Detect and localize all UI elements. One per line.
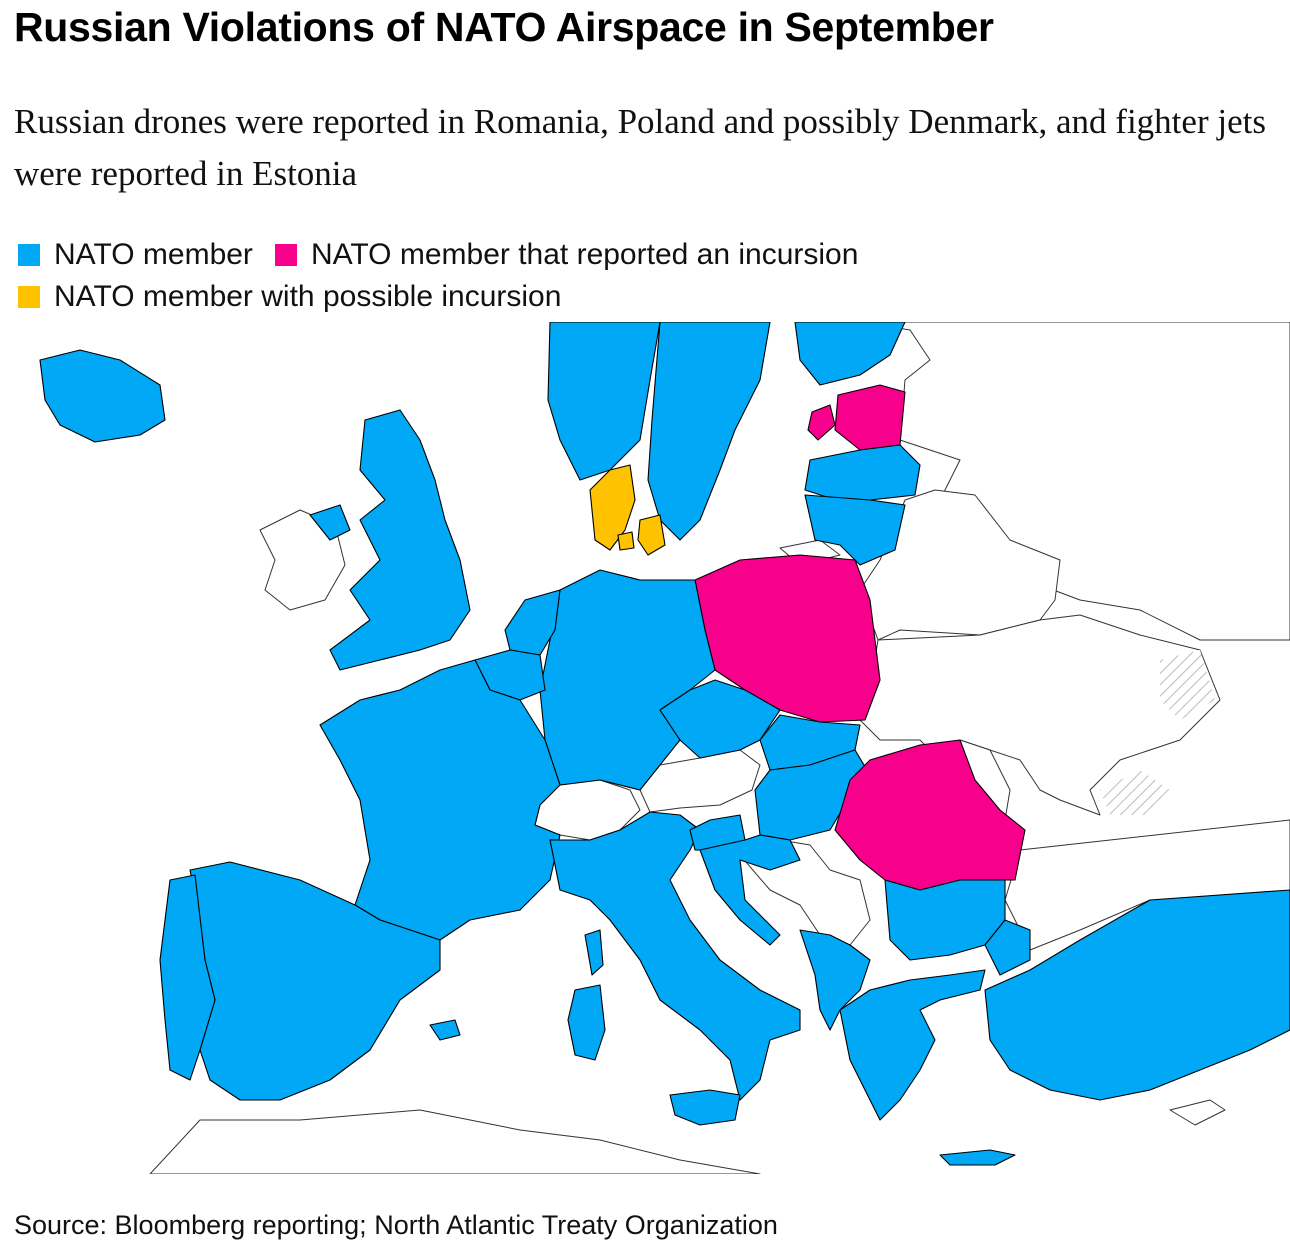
- italy-sardinia: [567, 984, 606, 1061]
- legend-label-nato-member: NATO member: [54, 238, 253, 271]
- country-france: [319, 659, 561, 941]
- chart-subtitle: Russian drones were reported in Romania,…: [14, 102, 1266, 193]
- country-italy: [549, 811, 801, 1101]
- country-norway: [547, 322, 661, 481]
- legend: NATO member NATO member that reported an…: [18, 234, 1218, 318]
- country-greece: [839, 969, 986, 1121]
- estonia-islands: [807, 404, 836, 441]
- donbas-disputed: [1160, 650, 1215, 720]
- country-finland: [794, 322, 906, 386]
- legend-item-reported-incursion: NATO member that reported an incursion: [274, 238, 859, 272]
- country-caucasus-middle-east: [1004, 819, 1290, 951]
- country-latvia: [804, 444, 921, 501]
- country-lithuania: [804, 494, 906, 566]
- legend-swatch-nato-member: [18, 244, 40, 266]
- spain-balearics: [429, 1019, 461, 1041]
- legend-swatch-reported-incursion: [274, 244, 297, 266]
- country-montenegro-albania-macedonia: [799, 929, 871, 1031]
- north-africa: [149, 1109, 761, 1174]
- italy-sicily: [669, 1089, 741, 1126]
- country-turkey: [984, 889, 1290, 1101]
- chart-title: Russian Violations of NATO Airspace in S…: [14, 4, 994, 50]
- country-iceland: [39, 349, 166, 443]
- country-northern-ireland: [309, 504, 351, 541]
- legend-label-possible-incursion: NATO member with possible incursion: [54, 280, 562, 313]
- legend-item-nato-member: NATO member: [18, 238, 253, 272]
- france-corsica: [584, 929, 604, 976]
- denmark-zealand: [637, 514, 666, 556]
- country-croatia: [699, 834, 801, 946]
- crimea-disputed: [1100, 770, 1170, 815]
- country-sweden: [647, 322, 771, 541]
- country-czechia: [659, 679, 781, 759]
- greece-crete: [939, 1149, 1016, 1166]
- country-uk: [329, 409, 471, 671]
- cyprus: [1169, 1099, 1226, 1126]
- legend-swatch-possible-incursion: [18, 286, 40, 308]
- europe-map: [39, 322, 1290, 1174]
- turkey-thrace: [984, 919, 1031, 976]
- legend-label-reported-incursion: NATO member that reported an incursion: [310, 238, 859, 271]
- country-austria: [639, 749, 761, 813]
- country-poland: [694, 554, 881, 723]
- country-denmark: [589, 464, 636, 551]
- country-portugal: [159, 874, 216, 1081]
- legend-item-possible-incursion: NATO member with possible incursion: [18, 280, 561, 314]
- denmark-funen: [617, 531, 635, 551]
- source-note: Source: Bloomberg reporting; North Atlan…: [14, 1210, 778, 1240]
- country-ukraine: [859, 614, 1221, 816]
- legend-row-2: NATO member with possible incursion: [18, 276, 1218, 318]
- legend-row-1: NATO member NATO member that reported an…: [18, 234, 1218, 276]
- country-germany: [539, 569, 716, 791]
- country-estonia: [834, 384, 906, 451]
- country-romania: [834, 739, 1026, 891]
